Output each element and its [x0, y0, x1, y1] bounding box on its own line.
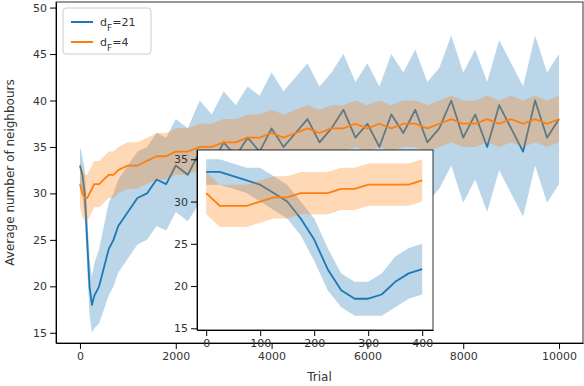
- x-tick-label: 4000: [258, 350, 286, 363]
- x-tick-mark: [260, 330, 261, 336]
- y-tick: 45: [33, 48, 56, 61]
- y-tick-label: 50: [33, 2, 47, 15]
- legend-label: dF=21: [100, 16, 135, 33]
- y-tick-label: 25: [33, 234, 47, 247]
- y-tick-mark: [191, 286, 197, 287]
- y-tick: 30: [174, 196, 197, 209]
- x-tick-label: 200: [304, 337, 325, 350]
- y-tick-label: 15: [33, 327, 47, 340]
- series-line: [206, 180, 422, 205]
- y-tick: 15: [174, 322, 197, 335]
- plot-area: [206, 159, 422, 315]
- y-axis-title: Average number of neighbours: [3, 79, 17, 265]
- y-tick: 25: [174, 238, 197, 251]
- x-tick: 100: [250, 330, 271, 350]
- x-axis: 0 100 200 300 400: [198, 330, 434, 350]
- y-tick: 30: [33, 187, 56, 200]
- y-tick: 20: [33, 280, 56, 293]
- y-tick-label: 25: [174, 238, 188, 251]
- y-tick-mark: [50, 8, 56, 9]
- x-tick-mark: [206, 330, 207, 336]
- x-tick-label: 0: [203, 337, 210, 350]
- y-tick-label: 45: [33, 48, 47, 61]
- y-tick-label: 15: [174, 322, 188, 335]
- x-tick-mark: [422, 330, 423, 336]
- x-tick-label: 0: [77, 350, 84, 363]
- y-tick: 15: [33, 327, 56, 340]
- x-tick-label: 8000: [450, 350, 478, 363]
- legend: dF=21 dF=4: [63, 8, 151, 54]
- x-tick-label: 10000: [542, 350, 577, 363]
- legend-label: dF=4: [100, 36, 128, 53]
- legend-swatch: [71, 41, 93, 43]
- y-tick-label: 30: [174, 196, 188, 209]
- y-tick-mark: [50, 100, 56, 101]
- x-tick: 0: [77, 343, 84, 363]
- y-tick-mark: [50, 147, 56, 148]
- error-band: [206, 159, 422, 227]
- y-tick-mark: [191, 244, 197, 245]
- x-tick-label: 6000: [354, 350, 382, 363]
- y-tick-label: 35: [174, 153, 188, 166]
- x-tick: 2000: [162, 343, 190, 363]
- y-tick-label: 30: [33, 187, 47, 200]
- y-tick: 20: [174, 280, 197, 293]
- x-tick-label: 100: [250, 337, 271, 350]
- x-tick-mark: [463, 343, 464, 349]
- y-tick-mark: [191, 328, 197, 329]
- y-tick: 40: [33, 95, 56, 108]
- y-tick: 25: [33, 234, 56, 247]
- x-tick-mark: [314, 330, 315, 336]
- x-tick: 10000: [542, 343, 577, 363]
- x-tick-mark: [368, 330, 369, 336]
- y-tick: 50: [33, 2, 56, 15]
- x-tick-label: 2000: [162, 350, 190, 363]
- x-tick: 400: [412, 330, 433, 350]
- legend-swatch: [71, 21, 93, 23]
- inset-background: [197, 150, 433, 330]
- x-axis-title: Trial: [306, 370, 332, 384]
- chart-0: 02000400060008000100001520253035404550Tr…: [3, 2, 584, 384]
- x-tick: 0: [203, 330, 210, 350]
- x-tick-mark: [176, 343, 177, 349]
- y-tick-label: 20: [174, 280, 188, 293]
- x-tick: 200: [304, 330, 325, 350]
- plot-frame: [56, 2, 583, 343]
- x-tick-mark: [80, 343, 81, 349]
- chart-1: 0 100 200 300 400 15 20 25 30 35: [174, 150, 434, 350]
- error-band: [80, 35, 559, 332]
- y-tick-mark: [191, 202, 197, 203]
- x-tick-label: 400: [412, 337, 433, 350]
- y-tick-mark: [50, 333, 56, 334]
- x-tick-label: 300: [358, 337, 379, 350]
- y-tick-mark: [50, 54, 56, 55]
- error-band: [206, 159, 422, 315]
- y-axis: 15 20 25 30 35: [174, 151, 198, 336]
- plot-frame: [197, 150, 433, 330]
- y-tick-label: 35: [33, 141, 47, 154]
- y-tick: 35: [174, 153, 197, 166]
- x-tick-mark: [559, 343, 560, 349]
- y-axis: 15 20 25 30 35 40 45 50: [33, 2, 57, 344]
- y-tick-mark: [191, 159, 197, 160]
- y-tick: 35: [33, 141, 56, 154]
- y-tick-label: 40: [33, 95, 47, 108]
- y-tick-mark: [50, 286, 56, 287]
- y-tick-mark: [50, 240, 56, 241]
- x-tick: 300: [358, 330, 379, 350]
- y-tick-mark: [50, 193, 56, 194]
- x-tick: 8000: [450, 343, 478, 363]
- legend-box: [63, 8, 151, 54]
- y-tick-label: 20: [33, 280, 47, 293]
- x-tick-mark: [272, 343, 273, 349]
- plot-area: [80, 35, 559, 332]
